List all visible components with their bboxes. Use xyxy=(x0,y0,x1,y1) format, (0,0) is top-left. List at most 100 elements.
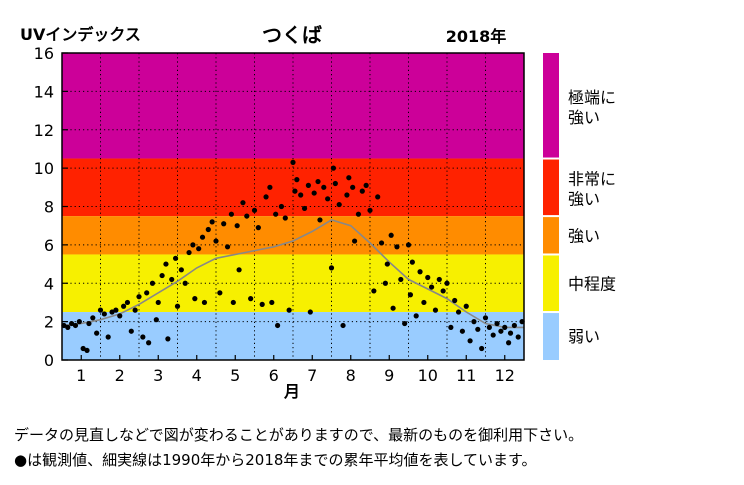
y-axis-ticks: 0 2 4 6 8 10 12 14 16 xyxy=(34,44,68,370)
observation-point xyxy=(350,184,356,190)
observation-point xyxy=(325,196,331,202)
observation-point xyxy=(165,336,171,342)
x-tick-label: 8 xyxy=(346,366,356,385)
legend-label: 中程度 xyxy=(568,274,616,293)
observation-point xyxy=(294,177,300,183)
observation-point xyxy=(101,311,107,317)
legend-label-line2: 強い xyxy=(568,108,600,127)
observation-point xyxy=(80,345,86,352)
observation-point xyxy=(292,188,298,194)
observation-point xyxy=(355,211,362,217)
observation-point xyxy=(382,280,388,286)
observation-point xyxy=(86,320,92,327)
x-tick-label: 1 xyxy=(76,366,86,385)
observation-point xyxy=(498,328,504,334)
observation-point xyxy=(97,307,104,313)
observation-point xyxy=(217,290,223,296)
observation-point xyxy=(269,299,275,306)
observation-point xyxy=(315,178,321,185)
x-tick-label: 11 xyxy=(456,366,476,385)
observation-point xyxy=(248,296,254,302)
legend-swatch-1 xyxy=(543,158,559,217)
observation-point xyxy=(234,223,240,229)
observation-point xyxy=(69,320,75,327)
observation-point xyxy=(278,203,285,210)
observation-point xyxy=(84,347,90,354)
x-tick-label: 2 xyxy=(115,366,125,385)
observation-point xyxy=(275,322,281,329)
observation-point xyxy=(344,192,350,198)
observation-point xyxy=(240,200,246,206)
observation-point xyxy=(255,225,261,231)
x-tick-label: 12 xyxy=(495,366,515,385)
observation-point xyxy=(332,180,338,187)
average-line-layer xyxy=(61,219,524,329)
year-label: 2018年 xyxy=(446,27,507,46)
y-tick-label: 12 xyxy=(34,121,54,140)
observation-point xyxy=(467,338,473,344)
observation-point xyxy=(436,276,442,283)
observation-point xyxy=(305,182,311,188)
observation-point xyxy=(471,319,477,325)
observation-point xyxy=(417,269,423,275)
observation-point xyxy=(251,207,258,213)
observation-point xyxy=(502,324,508,330)
observation-point xyxy=(346,175,352,181)
band-0 xyxy=(62,53,524,159)
observation-point xyxy=(178,267,184,273)
observation-point xyxy=(182,280,188,286)
observation-point xyxy=(267,184,273,190)
observation-point xyxy=(336,201,342,208)
observation-point xyxy=(394,244,400,250)
observation-point xyxy=(113,307,119,313)
x-tick-label: 6 xyxy=(269,366,279,385)
y-tick-label: 4 xyxy=(44,274,54,293)
observation-point xyxy=(186,249,192,256)
observation-point xyxy=(136,294,142,300)
observation-point xyxy=(429,284,435,290)
observation-point xyxy=(506,340,512,346)
grid-lines xyxy=(62,53,524,360)
observation-point xyxy=(282,215,288,221)
observation-point xyxy=(507,330,514,336)
observation-point xyxy=(209,219,215,225)
observation-point xyxy=(321,184,327,190)
observation-point xyxy=(263,194,269,200)
observation-point xyxy=(121,303,127,309)
observation-point xyxy=(444,280,450,286)
observation-point xyxy=(144,290,150,296)
observation-point xyxy=(448,324,454,330)
observation-point xyxy=(290,159,296,165)
observation-point xyxy=(146,340,152,346)
observation-point xyxy=(128,328,134,334)
observation-point xyxy=(286,307,292,313)
observation-point xyxy=(159,272,165,279)
observation-point xyxy=(455,309,462,315)
observation-point xyxy=(388,232,394,238)
observation-point xyxy=(244,213,250,219)
observation-point xyxy=(475,326,481,332)
observation-point xyxy=(109,309,115,315)
average-line xyxy=(61,219,524,329)
band-4 xyxy=(62,312,524,360)
observation-point xyxy=(425,274,431,281)
observation-point xyxy=(174,303,181,309)
legend-swatch-2 xyxy=(543,216,559,255)
x-tick-label: 7 xyxy=(307,366,317,385)
observation-point xyxy=(375,194,381,200)
legend-label-line2: 強い xyxy=(568,189,600,208)
observation-point xyxy=(140,334,146,340)
observation-point xyxy=(384,261,390,267)
observation-point xyxy=(390,305,396,311)
x-axis-ticks: 1 2 3 4 5 6 7 8 9 10 11 12 xyxy=(76,355,515,385)
observation-point xyxy=(463,303,469,309)
observation-point xyxy=(452,297,458,304)
observation-point xyxy=(169,276,175,283)
chart-title: つくば xyxy=(262,23,322,47)
disclaimer-note: データの見直しなどで図が変わることがありますので、最新のものを御利用下さい。 xyxy=(14,426,584,444)
observation-point xyxy=(371,288,377,294)
legend-label: 強い xyxy=(568,226,600,245)
observation-point xyxy=(511,322,517,329)
